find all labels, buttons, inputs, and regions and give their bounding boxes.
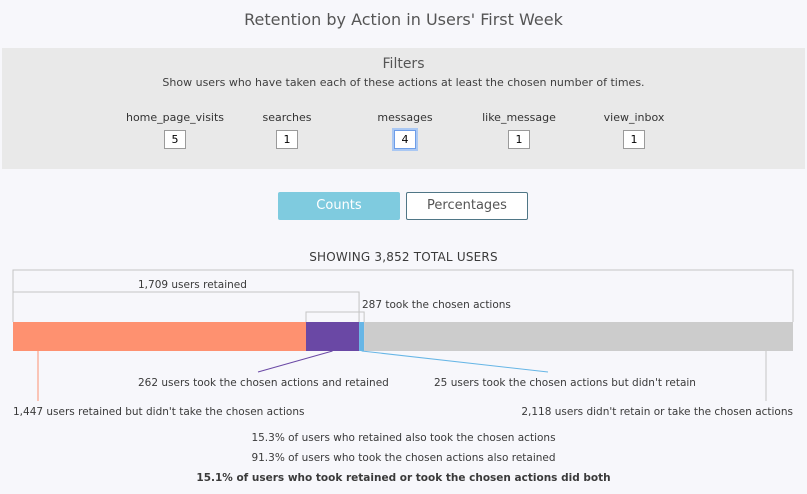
took-actions-label: 287 took the chosen actions bbox=[362, 299, 511, 311]
filters-heading: Filters bbox=[382, 56, 425, 72]
like-message-input[interactable] bbox=[508, 130, 530, 149]
page-title: Retention by Action in Users' First Week bbox=[244, 10, 563, 29]
filter-view-inbox: view_inbox bbox=[574, 111, 694, 149]
retained-label: 1,709 users retained bbox=[138, 279, 247, 291]
both-label: 262 users took the chosen actions and re… bbox=[138, 377, 389, 389]
summary-line-2: 91.3% of users who took the chosen actio… bbox=[251, 452, 556, 464]
filter-label: searches bbox=[262, 111, 312, 124]
bracket-lines bbox=[12, 269, 794, 322]
took-actions-bracket bbox=[305, 311, 365, 322]
retained-only-label: 1,447 users retained but didn't take the… bbox=[13, 406, 305, 418]
total-bracket bbox=[12, 269, 794, 322]
not-retained-leader-line bbox=[361, 350, 549, 373]
filter-messages: messages bbox=[345, 111, 465, 149]
leader-lines bbox=[37, 350, 767, 401]
filter-label: view_inbox bbox=[603, 111, 665, 124]
filter-home-page-visits: home_page_visits bbox=[115, 111, 235, 149]
filter-label: like_message bbox=[482, 111, 556, 124]
home-page-visits-input[interactable] bbox=[164, 130, 186, 149]
both-leader-line bbox=[257, 350, 333, 373]
summary-line-1: 15.3% of users who retained also took th… bbox=[251, 432, 556, 444]
neither-label: 2,118 users didn't retain or take the ch… bbox=[521, 406, 793, 418]
total-users-heading: SHOWING 3,852 TOTAL USERS bbox=[309, 250, 498, 264]
bar-segment-0 bbox=[13, 322, 307, 351]
actions-not-retained-label: 25 users took the chosen actions but did… bbox=[434, 377, 696, 389]
searches-input[interactable] bbox=[276, 130, 298, 149]
filters-description: Show users who have taken each of these … bbox=[162, 76, 645, 89]
counts-toggle-button[interactable]: Counts bbox=[278, 192, 400, 220]
filters-panel: Filters Show users who have taken each o… bbox=[2, 48, 805, 169]
bar-segments bbox=[13, 322, 793, 351]
filter-like-message: like_message bbox=[459, 111, 579, 149]
percentages-toggle-button[interactable]: Percentages bbox=[406, 192, 528, 220]
bar-segment-1 bbox=[306, 322, 360, 351]
bar-segment-2 bbox=[359, 322, 365, 351]
filter-label: messages bbox=[377, 111, 433, 124]
bar-segment-3 bbox=[364, 322, 793, 351]
summary-line-3: 15.1% of users who took retained or took… bbox=[196, 472, 611, 484]
filter-label: home_page_visits bbox=[125, 111, 225, 124]
messages-input[interactable] bbox=[394, 130, 416, 149]
view-inbox-input[interactable] bbox=[623, 130, 645, 149]
retained-bracket bbox=[12, 291, 360, 322]
filter-searches: searches bbox=[227, 111, 347, 149]
